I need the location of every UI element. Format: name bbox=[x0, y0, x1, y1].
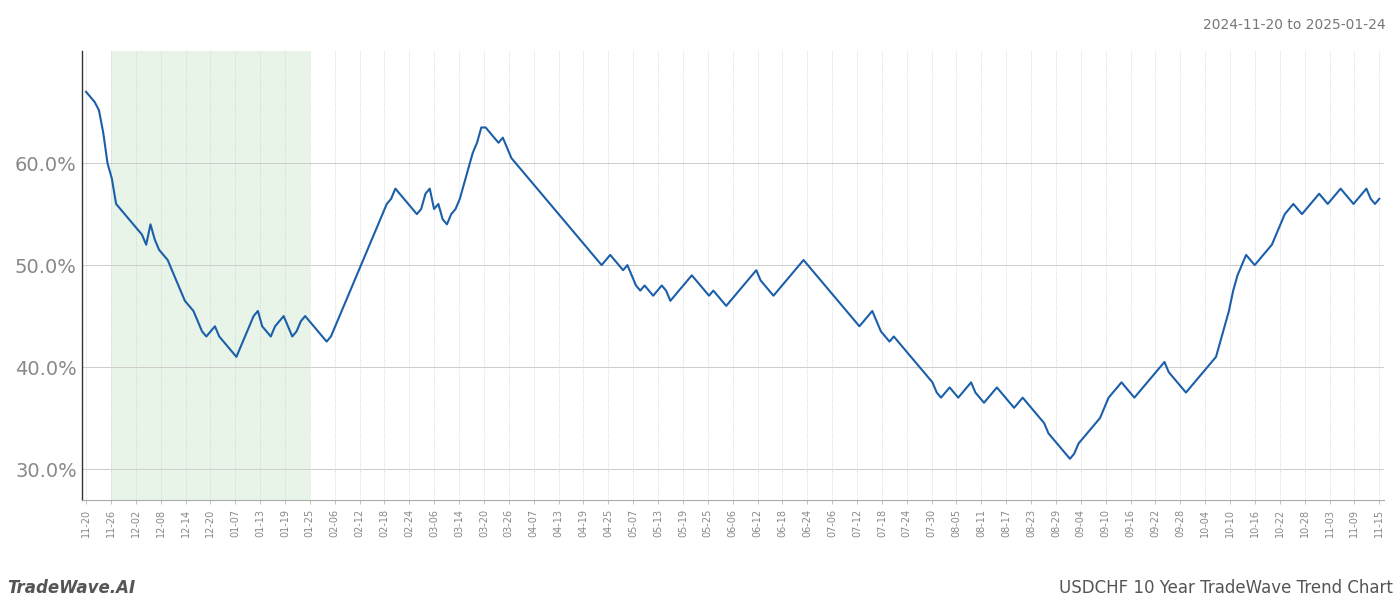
Bar bbox=[111, 51, 309, 500]
Text: USDCHF 10 Year TradeWave Trend Chart: USDCHF 10 Year TradeWave Trend Chart bbox=[1060, 579, 1393, 597]
Text: 2024-11-20 to 2025-01-24: 2024-11-20 to 2025-01-24 bbox=[1204, 18, 1386, 32]
Text: TradeWave.AI: TradeWave.AI bbox=[7, 579, 136, 597]
